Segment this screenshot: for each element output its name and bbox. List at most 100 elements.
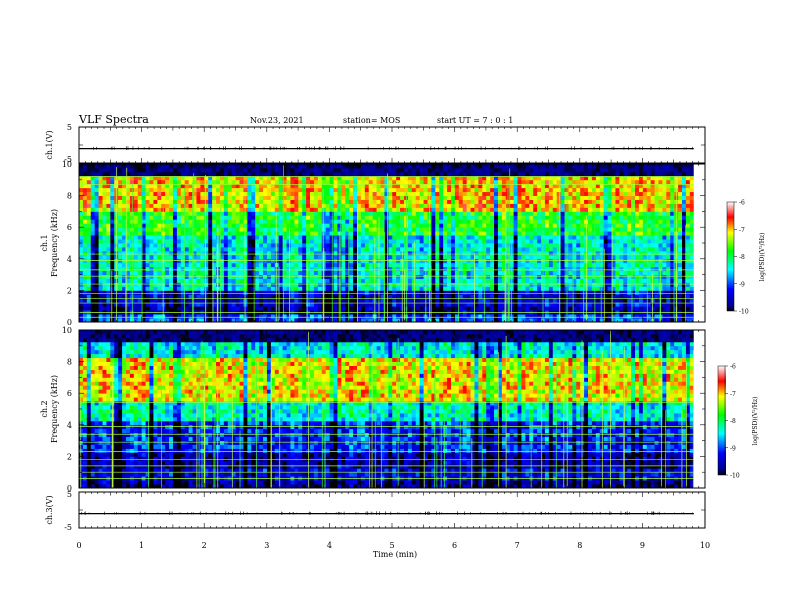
- spectrogram-cell: [125, 219, 131, 224]
- spectrogram-cell: [591, 294, 597, 299]
- spectrogram-cell: [380, 270, 385, 275]
- spectrogram-cell: [219, 298, 225, 303]
- spectrogram-cell: [364, 243, 370, 248]
- spectrogram-cell: [521, 274, 526, 279]
- spectrogram-cell: [447, 286, 452, 291]
- spectrogram-cell: [572, 243, 577, 248]
- spectrogram-cell: [286, 294, 291, 299]
- spectrogram-cell: [212, 306, 217, 311]
- spectrogram-cell: [380, 207, 385, 212]
- spectrogram-cell: [188, 223, 193, 228]
- spectrogram-cell: [654, 274, 659, 279]
- spectrogram-cell: [678, 223, 683, 228]
- spectrogram-cell: [474, 227, 479, 232]
- spectrogram-cell: [329, 235, 334, 240]
- spectrogram-cell: [200, 294, 205, 299]
- spectrogram-cell: [368, 290, 374, 295]
- spectrogram-cell: [572, 239, 577, 244]
- spectrogram-cell: [490, 246, 495, 252]
- spectrogram-cell: [122, 215, 127, 220]
- spectrogram-cell: [200, 231, 205, 236]
- spectrogram-cell: [360, 250, 366, 256]
- spectrogram-cell: [537, 294, 542, 299]
- spectrogram-cell: [255, 223, 260, 228]
- spectrogram-cell: [521, 254, 526, 260]
- spectrogram-cell: [384, 266, 389, 272]
- spectrogram-cell: [447, 223, 452, 228]
- spectrogram-cell: [439, 243, 444, 248]
- spectrogram-cell: [145, 250, 150, 256]
- spectrogram-cell: [321, 223, 327, 228]
- spectrogram-cell: [306, 203, 311, 208]
- spectrogram-cell: [247, 274, 252, 279]
- spectrogram-cell: [153, 294, 158, 299]
- spectrogram-cell: [638, 262, 644, 268]
- spectrogram-cell: [654, 239, 659, 244]
- spectrogram-cell: [196, 290, 201, 295]
- spectrogram-cell: [654, 278, 659, 283]
- spectrogram-cell: [595, 207, 601, 212]
- spectrogram-cell: [102, 286, 107, 291]
- spectrogram-cell: [223, 270, 229, 275]
- spectrogram-cell: [552, 250, 558, 256]
- spectrogram-cell: [357, 302, 362, 307]
- spectrogram-cell: [396, 243, 401, 248]
- spectrogram-cell: [337, 207, 342, 212]
- spectrogram-cell: [251, 243, 256, 248]
- spectrogram-cell: [106, 203, 111, 208]
- spectrogram-cell: [407, 258, 413, 264]
- spectrogram-cell: [255, 286, 260, 291]
- spectrogram-cell: [133, 231, 139, 236]
- spectrogram-cell: [494, 266, 499, 272]
- spectrogram-cell: [149, 318, 154, 323]
- spectrogram-cell: [317, 243, 323, 248]
- spectrogram-cell: [106, 246, 111, 252]
- spectrogram-cell: [184, 274, 190, 279]
- spectrogram-cell: [595, 215, 601, 220]
- spectrogram-cell: [208, 235, 213, 240]
- spectrogram-cell: [666, 246, 671, 252]
- spectrogram-cell: [380, 318, 385, 323]
- spectrogram-cell: [82, 294, 88, 299]
- spectrogram-cell: [282, 278, 287, 283]
- spectrogram-cell: [208, 294, 213, 299]
- spectrogram-cell: [313, 223, 319, 228]
- spectrogram-cell: [462, 258, 468, 264]
- spectrogram-cell: [360, 274, 366, 279]
- spectrogram-cell: [462, 219, 468, 224]
- spectrogram-cell: [638, 302, 644, 307]
- spectrogram-cell: [137, 294, 143, 299]
- spectrogram-cell: [670, 250, 675, 256]
- spectrogram-cell: [223, 298, 229, 303]
- spectrogram-cell: [149, 231, 154, 236]
- spectrogram-cell: [259, 211, 264, 216]
- spectrogram-cell: [368, 223, 374, 228]
- spectrogram-cell: [94, 203, 99, 208]
- spectrogram-cell: [380, 282, 385, 287]
- spectrogram-cell: [588, 243, 593, 248]
- spectrogram-cell: [251, 262, 256, 268]
- spectrogram-cell: [118, 246, 123, 252]
- spectrogram-cell: [588, 227, 593, 232]
- spectrogram-cell: [678, 278, 683, 283]
- spectrogram-cell: [627, 254, 632, 260]
- spectrogram-cell: [133, 274, 139, 279]
- spectrogram-cell: [282, 219, 287, 224]
- spectrogram-cell: [188, 243, 193, 248]
- spectrogram-cell: [122, 219, 127, 224]
- spectrogram-cell: [341, 314, 346, 319]
- spectrogram-cell: [576, 211, 581, 216]
- spectrogram-cell: [145, 266, 150, 272]
- spectrogram-cell: [501, 262, 507, 268]
- spectrogram-cell: [607, 243, 612, 248]
- spectrogram-cell: [560, 274, 565, 279]
- spectrogram-cell: [513, 298, 518, 303]
- spectrogram-cell: [204, 314, 209, 319]
- spectrogram-cell: [298, 314, 303, 319]
- spectrogram-cell: [599, 262, 605, 268]
- spectrogram-cell: [106, 266, 111, 272]
- spectrogram-cell: [627, 286, 632, 291]
- spectrogram-cell: [400, 243, 405, 248]
- spectrogram-cell: [313, 243, 319, 248]
- spectrogram-cell: [90, 227, 96, 232]
